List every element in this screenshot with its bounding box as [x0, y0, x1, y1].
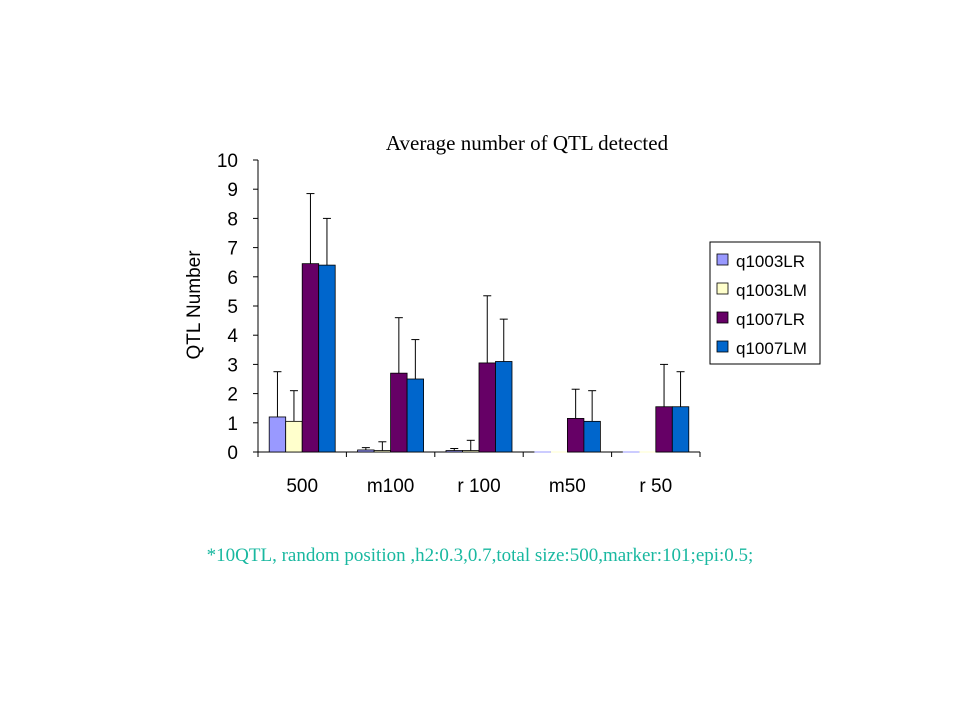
x-tick-label: m50	[549, 476, 586, 497]
y-tick-label: 7	[227, 239, 238, 260]
bar	[655, 406, 673, 453]
bar	[583, 420, 601, 453]
y-tick-label: 1	[227, 414, 238, 435]
bar	[285, 420, 303, 453]
y-tick-label: 6	[227, 268, 238, 289]
bar	[478, 362, 496, 453]
bar	[406, 378, 425, 453]
x-tick-label: m100	[367, 476, 415, 497]
legend-label: q1003LM	[736, 281, 807, 300]
x-tick-label: 500	[286, 476, 318, 497]
bar	[268, 416, 287, 453]
y-tick-label: 2	[227, 385, 238, 406]
y-tick-label: 9	[227, 180, 238, 201]
bar	[462, 450, 480, 453]
x-tick-label: r 50	[639, 476, 672, 497]
bar	[671, 406, 690, 453]
legend-label: q1007LR	[736, 310, 805, 329]
legend-swatch	[716, 340, 729, 353]
bar	[495, 361, 513, 453]
y-tick-label: 3	[227, 355, 238, 376]
y-tick-label: 10	[217, 151, 238, 172]
legend-label: q1003LR	[736, 252, 805, 271]
y-tick-label: 8	[227, 209, 238, 230]
bar	[318, 264, 336, 453]
plot-area: 0 1 2 3 4 5 6 7 8 9 10 500 m100 r 100 m50 r 50	[217, 151, 701, 497]
y-tick-label: 0	[227, 443, 238, 464]
legend-swatch	[716, 311, 729, 324]
bar	[390, 372, 408, 453]
bar	[567, 418, 585, 453]
x-tick-label: r 100	[457, 476, 500, 497]
legend-label: q1007LM	[736, 339, 807, 358]
bar	[445, 450, 463, 453]
y-tick-label: 4	[227, 326, 238, 347]
bar	[357, 449, 375, 453]
legend-swatch	[716, 282, 729, 295]
bar	[301, 263, 320, 453]
footnote: *10QTL, random position ,h2:0.3,0.7,tota…	[206, 545, 754, 566]
legend: q1003LR q1003LM q1007LR q1007LM	[709, 241, 821, 365]
bar	[373, 450, 392, 453]
chart-title: Average number of QTL detected	[386, 131, 669, 155]
y-axis-label: QTL Number	[184, 250, 205, 360]
legend-swatch	[716, 253, 729, 266]
y-tick-label: 5	[227, 297, 238, 318]
